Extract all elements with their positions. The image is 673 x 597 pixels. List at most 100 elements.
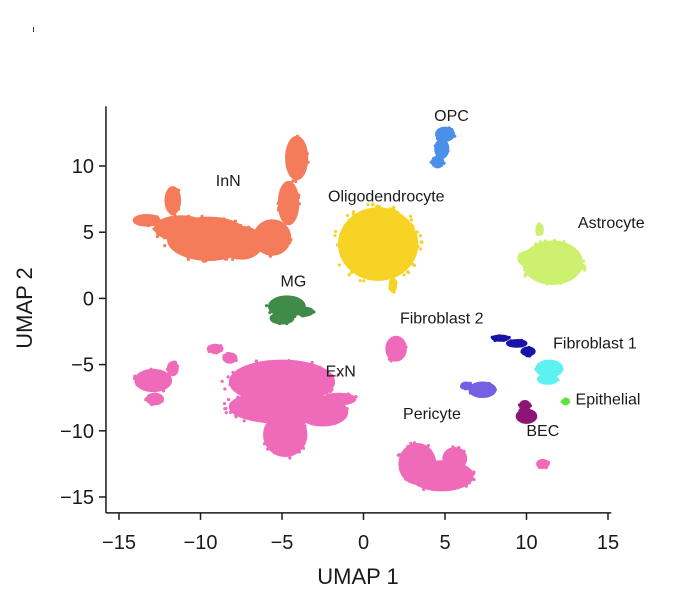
cell-point xyxy=(346,258,350,262)
cell-point xyxy=(342,246,346,250)
cell-point xyxy=(234,358,238,362)
cell-point xyxy=(409,258,413,263)
cell-point xyxy=(269,303,273,307)
cell-point xyxy=(419,240,423,244)
cell-point xyxy=(197,220,201,224)
cell-point xyxy=(250,395,255,400)
cell-point xyxy=(409,441,413,445)
cell-point xyxy=(451,445,455,449)
cell-point xyxy=(233,219,237,223)
cell-point xyxy=(161,389,166,393)
cluster-label-inn: InN xyxy=(216,173,241,190)
cell-point xyxy=(527,265,531,269)
cell-point xyxy=(244,368,249,372)
cell-point xyxy=(395,335,399,340)
cell-point xyxy=(432,163,436,167)
cell-point xyxy=(388,207,392,211)
cell-point xyxy=(299,421,304,425)
cell-point xyxy=(464,484,468,488)
cell-point xyxy=(278,321,282,326)
cell-point xyxy=(414,464,418,468)
cell-point xyxy=(272,451,277,455)
cell-point xyxy=(396,270,401,274)
cell-point xyxy=(406,263,410,267)
cell-point xyxy=(345,407,349,411)
cell-point xyxy=(520,350,524,354)
cell-point xyxy=(358,279,362,283)
cluster-label-exn: ExN xyxy=(326,364,356,381)
cell-point xyxy=(284,413,288,417)
cell-point xyxy=(300,301,304,305)
cluster-labels-layer: InN OPC Oligodendrocyte Astrocyte MG ExN Fibro… xyxy=(216,108,645,440)
cell-point xyxy=(432,458,436,462)
cell-point xyxy=(222,232,227,236)
cell-point xyxy=(490,335,494,339)
cell-point xyxy=(471,472,476,476)
cell-point xyxy=(222,353,226,358)
cell-point xyxy=(173,213,177,217)
cell-point xyxy=(349,270,354,275)
cell-point xyxy=(191,217,196,221)
cell-point xyxy=(442,161,446,165)
cell-point xyxy=(173,360,177,364)
cell-point xyxy=(534,242,538,246)
cell-point xyxy=(135,382,139,387)
cell-point xyxy=(165,367,170,371)
cell-point xyxy=(276,449,280,453)
cell-point xyxy=(522,268,527,272)
cell-point xyxy=(291,179,295,183)
cell-point xyxy=(413,243,417,248)
cell-point xyxy=(233,355,237,359)
cell-point xyxy=(214,351,219,355)
y-tick-label: 0 xyxy=(83,288,94,310)
cell-point xyxy=(311,310,316,314)
cell-point xyxy=(546,373,550,377)
cell-point xyxy=(409,214,413,218)
cell-point xyxy=(315,393,319,397)
cell-point xyxy=(519,344,523,348)
cell-point xyxy=(272,319,276,323)
cell-point xyxy=(276,359,281,364)
cell-point xyxy=(421,462,426,466)
cell-point xyxy=(186,219,191,223)
cell-point xyxy=(234,254,238,258)
cell-point xyxy=(430,453,434,458)
cell-point xyxy=(303,420,307,424)
cell-point xyxy=(238,225,242,229)
cell-point xyxy=(318,366,323,371)
cluster-label-fibroblast-1: Fibroblast 1 xyxy=(553,336,637,353)
cell-point xyxy=(170,212,174,216)
cell-point xyxy=(434,155,438,159)
cell-point xyxy=(297,445,301,449)
cluster-blob xyxy=(434,138,450,160)
cell-point xyxy=(552,238,556,243)
cell-point xyxy=(219,344,223,348)
cluster-label-astrocyte: Astrocyte xyxy=(578,215,645,232)
cluster-label-bec: BEC xyxy=(526,423,559,440)
cell-point xyxy=(518,252,522,257)
cell-point xyxy=(519,408,523,412)
cell-point xyxy=(149,367,153,371)
cell-point xyxy=(181,222,185,226)
y-tick-label: 10 xyxy=(72,156,94,178)
cell-point xyxy=(336,373,340,377)
cell-point xyxy=(453,134,457,138)
cell-point xyxy=(507,335,511,340)
cell-point xyxy=(580,266,584,271)
cell-point xyxy=(440,461,444,465)
cell-point xyxy=(187,252,192,256)
cell-point xyxy=(156,232,160,236)
cell-point xyxy=(297,176,301,180)
cell-point xyxy=(286,164,290,169)
cell-point xyxy=(279,249,283,254)
cell-point xyxy=(287,361,291,365)
cell-point xyxy=(536,369,540,373)
cell-point xyxy=(235,225,239,229)
cell-point xyxy=(546,280,550,284)
cell-point xyxy=(375,204,379,208)
cell-point xyxy=(235,388,239,393)
cell-point xyxy=(224,411,228,415)
y-tick-label: −10 xyxy=(60,421,94,443)
cell-point xyxy=(401,470,406,474)
cell-point xyxy=(321,410,325,414)
